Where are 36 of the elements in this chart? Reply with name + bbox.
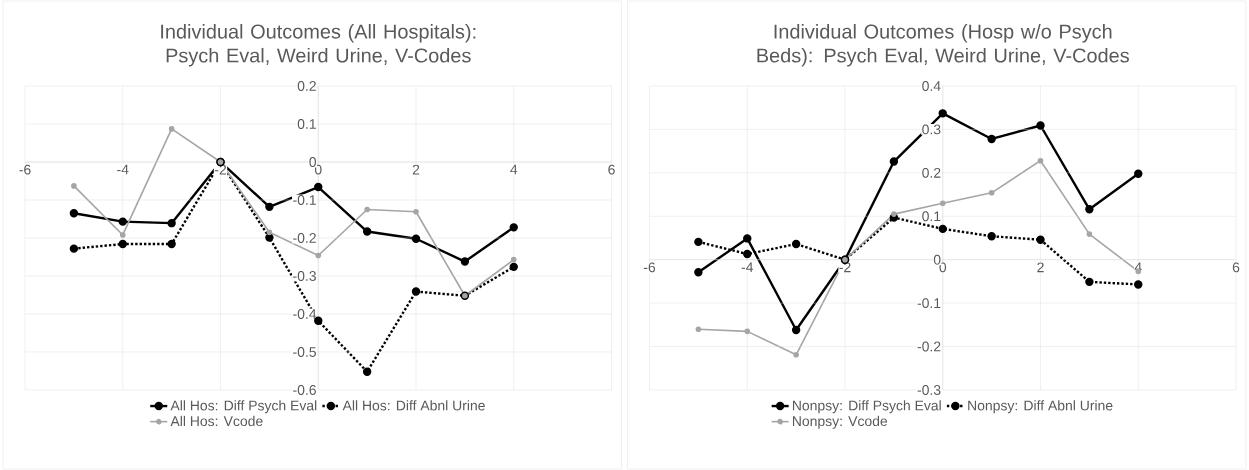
x-tick-label: -6	[19, 164, 31, 175]
y-tick-label: -0.5	[293, 347, 316, 357]
y-tick-label: 0	[309, 157, 317, 167]
y-tick-label: -0.1	[917, 298, 941, 309]
y-tick-label: 0.2	[922, 167, 941, 178]
x-tick-label: 6	[608, 164, 615, 175]
legend-label: All Hos: Vcode	[170, 415, 263, 427]
x-tick-label: -2	[214, 164, 227, 175]
y-tick-label: 0.2	[297, 81, 316, 91]
legend-label: All Hos: Diff Abnl Urine	[342, 400, 485, 411]
x-tick-label: -2	[839, 262, 851, 273]
y-tick-label: 0.4	[922, 81, 941, 91]
legend-label: Nonpsy: Diff Abnl Urine	[968, 400, 1113, 414]
x-tick-label: -4	[741, 262, 754, 272]
x-tick-label: -4	[117, 164, 129, 175]
legend-label: All Hos: Diff Psych Eval	[170, 400, 317, 414]
y-tick-label: -0.3	[293, 271, 316, 281]
y-tick-label: -0.1	[293, 195, 316, 205]
x-tick-label: 2	[412, 164, 420, 175]
chart-title: Individual Outcomes (All Hospitals): Psych Eval, Weird Urine, V-Codes	[161, 24, 476, 67]
x-tick-label: 2	[1037, 262, 1044, 273]
legend-label: Nonpsy: Vcode	[792, 415, 888, 429]
y-tick-label: -0.3	[917, 385, 941, 395]
y-tick-label: 0.1	[297, 119, 316, 129]
y-tick-label: 0.3	[922, 124, 941, 135]
y-tick-label: 0	[933, 254, 941, 265]
x-tick-label: 6	[1232, 262, 1240, 273]
y-tick-label: -0.6	[293, 385, 316, 395]
x-tick-label: -6	[643, 262, 656, 273]
legend-label: Nonpsy: Diff Psych Eval	[792, 400, 941, 414]
y-tick-label: -0.2	[917, 341, 941, 352]
x-tick-label: 4	[510, 164, 518, 175]
chart-title: Individual Outcomes (Hosp w/o Psych Beds): Psych Eval, Weird Urine, V-Codes	[757, 24, 1129, 67]
y-tick-label: -0.2	[293, 233, 316, 243]
y-tick-label: 0.1	[922, 211, 941, 222]
y-tick-label: -0.4	[293, 309, 317, 319]
